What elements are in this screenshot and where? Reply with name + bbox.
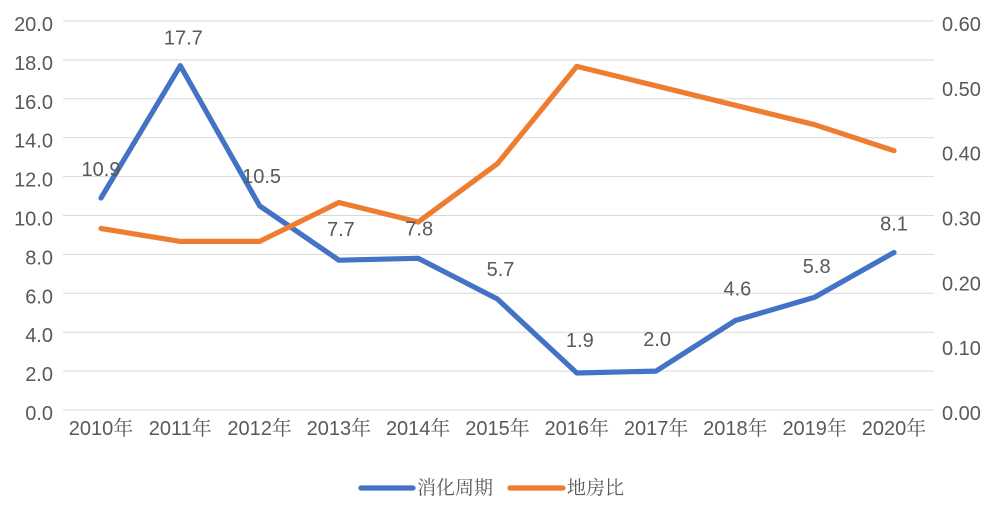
svg-text:0.10: 0.10 (942, 338, 981, 360)
svg-text:2019年: 2019年 (782, 417, 847, 440)
svg-text:2012年: 2012年 (227, 417, 292, 440)
svg-text:0.30: 0.30 (942, 209, 981, 231)
svg-text:2018年: 2018年 (703, 417, 768, 440)
svg-text:17.7: 17.7 (164, 28, 203, 50)
svg-text:5.7: 5.7 (487, 259, 515, 281)
svg-text:2013年: 2013年 (307, 417, 372, 440)
svg-text:10.9: 10.9 (82, 159, 121, 181)
svg-text:4.6: 4.6 (723, 279, 751, 301)
svg-text:16.0: 16.0 (14, 92, 53, 114)
svg-text:6.0: 6.0 (25, 286, 53, 308)
svg-text:5.8: 5.8 (803, 256, 831, 278)
svg-text:2020年: 2020年 (862, 417, 927, 440)
svg-text:0.0: 0.0 (25, 403, 53, 425)
svg-text:2011年: 2011年 (149, 417, 212, 440)
svg-text:12.0: 12.0 (14, 170, 53, 192)
svg-text:2016年: 2016年 (545, 417, 610, 440)
svg-text:0.40: 0.40 (942, 144, 981, 166)
svg-text:8.1: 8.1 (880, 214, 908, 236)
svg-text:2014年: 2014年 (386, 417, 451, 440)
svg-text:20.0: 20.0 (14, 14, 53, 36)
svg-text:2017年: 2017年 (624, 417, 689, 440)
svg-text:1.9: 1.9 (566, 330, 594, 352)
svg-text:7.7: 7.7 (327, 219, 355, 241)
svg-text:地房比: 地房比 (567, 477, 624, 499)
svg-text:0.20: 0.20 (942, 273, 981, 295)
svg-text:14.0: 14.0 (14, 131, 53, 153)
svg-text:4.0: 4.0 (25, 325, 53, 347)
svg-text:10.0: 10.0 (14, 209, 53, 231)
svg-text:0.50: 0.50 (942, 79, 981, 101)
svg-text:18.0: 18.0 (14, 53, 53, 75)
svg-text:2.0: 2.0 (643, 329, 671, 351)
svg-text:2010年: 2010年 (69, 417, 134, 440)
svg-text:2.0: 2.0 (25, 364, 53, 386)
svg-text:8.0: 8.0 (25, 247, 53, 269)
svg-text:0.00: 0.00 (942, 403, 981, 425)
svg-text:7.8: 7.8 (405, 218, 433, 240)
svg-text:10.5: 10.5 (242, 166, 281, 188)
svg-text:消化周期: 消化周期 (417, 477, 493, 499)
svg-text:0.60: 0.60 (942, 14, 981, 36)
svg-text:2015年: 2015年 (465, 417, 530, 440)
